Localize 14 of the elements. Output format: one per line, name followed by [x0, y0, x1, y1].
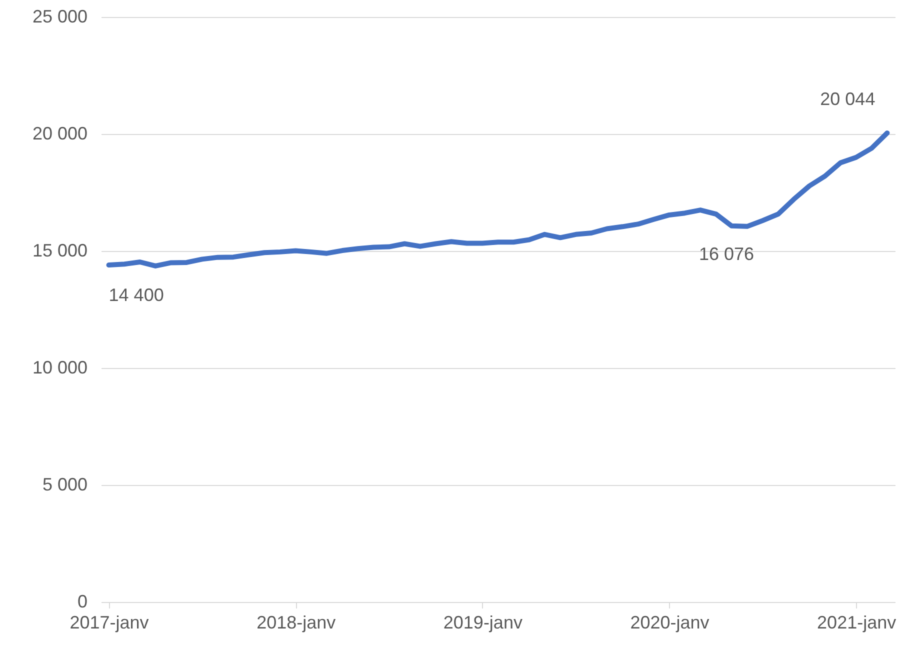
y-tick-label: 5 000 — [42, 474, 88, 494]
x-tick-label: 2019-janv — [443, 612, 522, 632]
y-tick-label: 0 — [77, 592, 88, 612]
y-tick-label: 25 000 — [32, 6, 88, 26]
x-tick-label: 2021-janv — [817, 612, 896, 632]
y-tick-label: 20 000 — [32, 124, 88, 144]
y-tick-label: 10 000 — [32, 358, 88, 378]
data-label: 14 400 — [108, 285, 164, 306]
y-tick-label: 15 000 — [32, 240, 88, 260]
data-label: 20 044 — [820, 88, 876, 109]
x-tick-label: 2018-janv — [256, 612, 336, 632]
x-tick-label: 2020-janv — [630, 612, 710, 632]
data-label: 16 076 — [699, 244, 754, 264]
x-tick-label: 2017-janv — [70, 612, 149, 632]
